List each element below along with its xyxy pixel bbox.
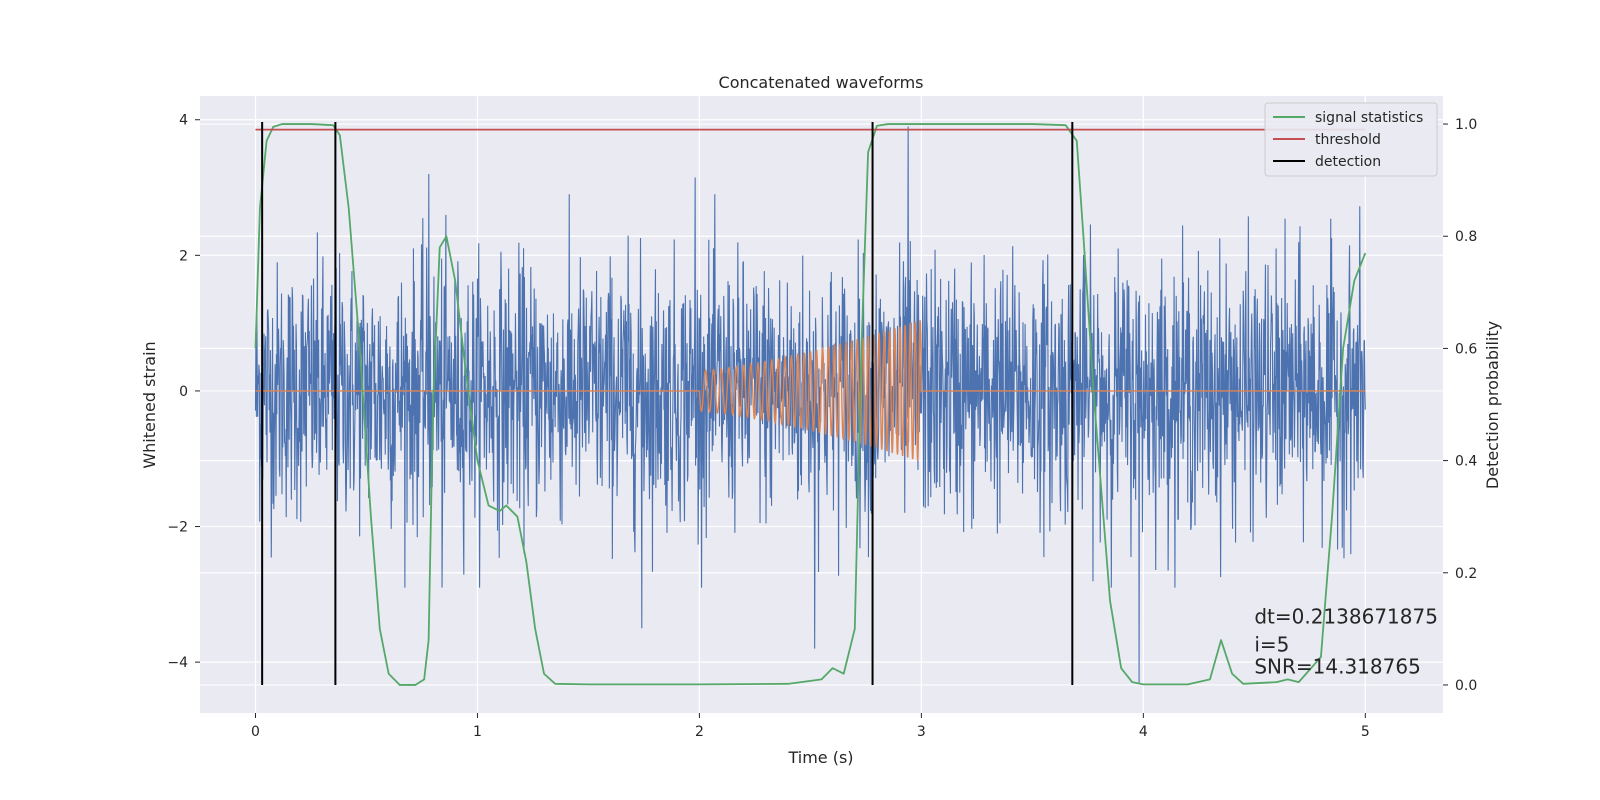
legend-label: signal statistics	[1315, 110, 1423, 126]
y2-tick-label: 0.2	[1455, 566, 1477, 582]
chirp-series-line	[255, 320, 1366, 461]
annotation-text: dt=0.2138671875	[1254, 604, 1438, 628]
chart-title: Concatenated waveforms	[719, 73, 924, 92]
annotation-text: SNR=14.318765	[1254, 655, 1420, 679]
y2-tick-label: 0.8	[1455, 229, 1477, 245]
x-tick-label: 0	[251, 724, 260, 740]
y-tick-label: 2	[179, 248, 188, 264]
y-tick-label: −4	[167, 655, 188, 671]
y2-tick-label: 0.0	[1455, 678, 1477, 694]
x-tick-label: 1	[473, 724, 482, 740]
y2-axis-label: Detection probability	[1483, 321, 1502, 489]
y-tick-label: −2	[167, 520, 188, 536]
series-layer	[254, 122, 1367, 686]
annotation-text: i=5	[1254, 632, 1289, 656]
legend: signal statistics threshold detection	[1264, 102, 1438, 177]
legend-label: threshold	[1315, 132, 1381, 148]
legend-box	[1264, 102, 1438, 177]
ticks-layer: 0 1 2 3 4 5 −4 −2 0 2 4 0.0 0.2 0.4 0.6 0.8 1.0	[167, 113, 1477, 740]
x-tick-label: 4	[1139, 724, 1148, 740]
x-tick-label: 5	[1361, 724, 1370, 740]
y2-tick-label: 0.6	[1455, 341, 1477, 357]
y-axis-label: Whitened strain	[140, 341, 159, 468]
x-tick-label: 2	[695, 724, 704, 740]
x-axis-label: Time (s)	[787, 748, 853, 767]
signal-statistics-line	[254, 123, 1367, 686]
y2-tick-label: 1.0	[1455, 117, 1477, 133]
y-tick-label: 0	[179, 384, 188, 400]
noise-series-line	[254, 126, 1366, 683]
x-tick-label: 3	[917, 724, 926, 740]
y2-tick-label: 0.4	[1455, 454, 1477, 470]
y-tick-label: 4	[179, 113, 188, 129]
legend-label: detection	[1315, 154, 1381, 170]
